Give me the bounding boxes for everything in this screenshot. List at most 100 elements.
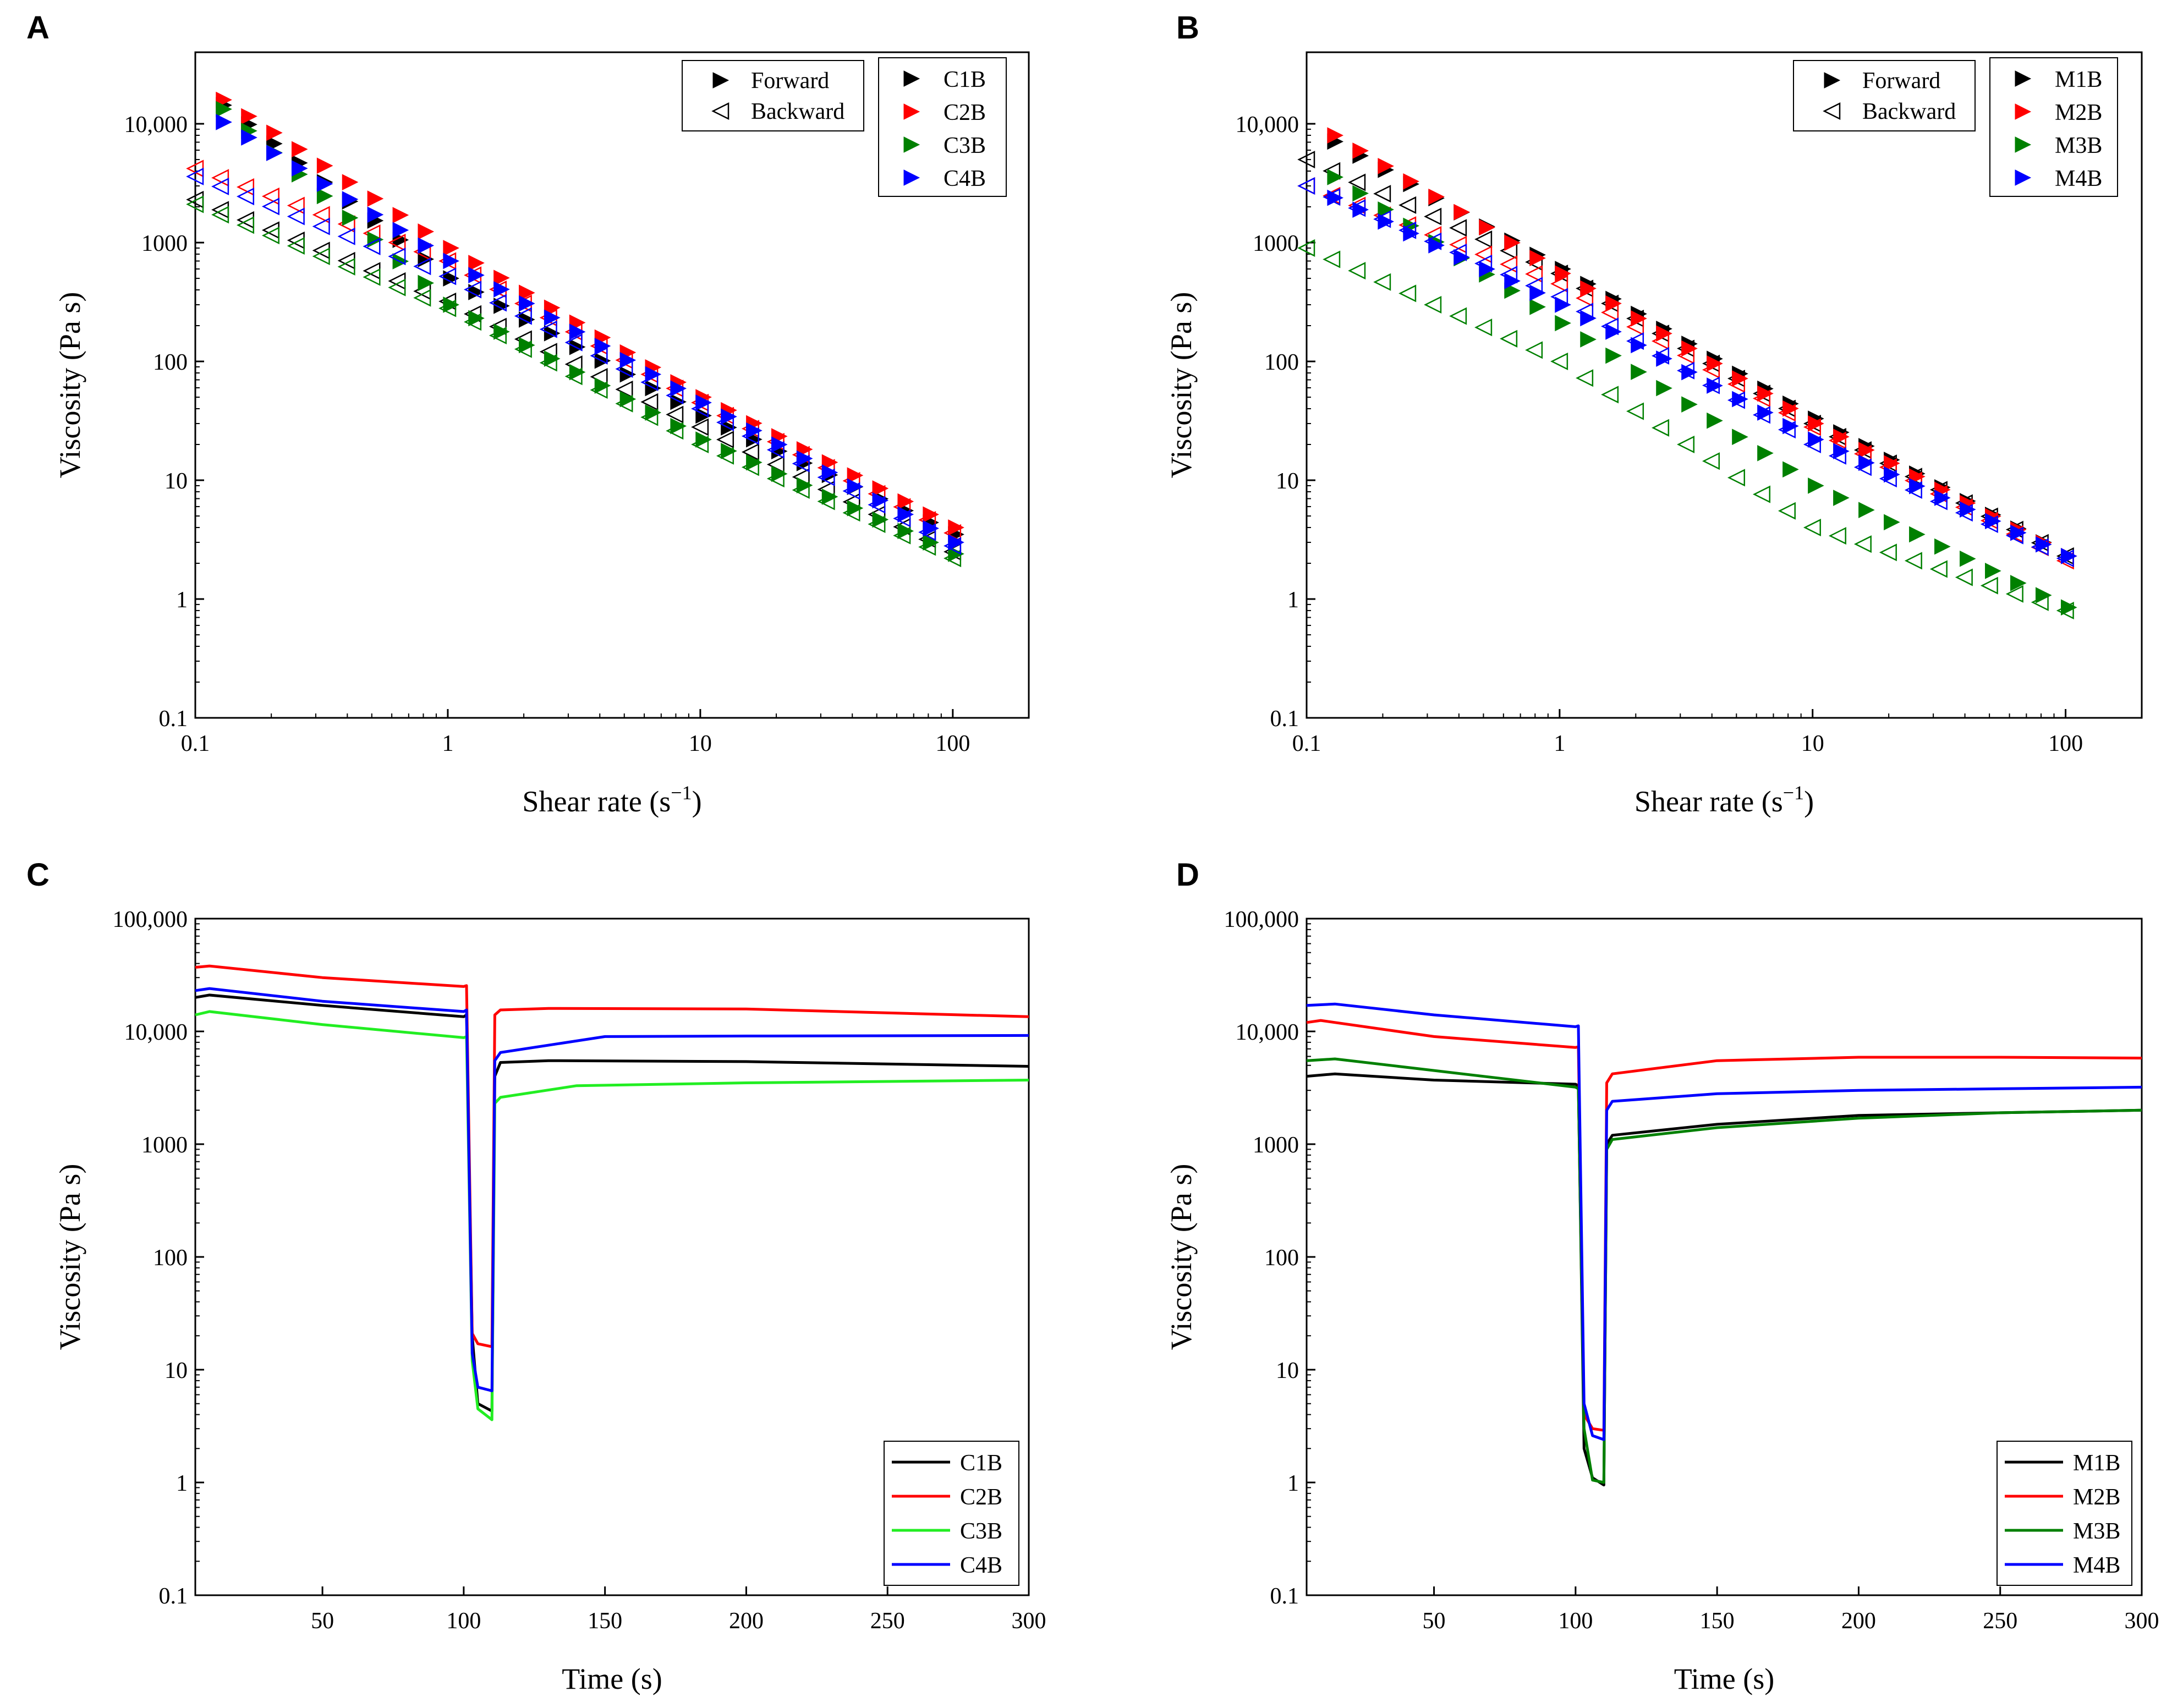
forward-marker	[1529, 284, 1546, 301]
y-tick-label: 10	[1276, 469, 1299, 494]
backward-marker	[1980, 515, 1998, 533]
forward-marker	[897, 523, 914, 540]
backward-marker	[287, 196, 305, 215]
backward-marker	[1601, 304, 1619, 322]
backward-marker	[1752, 406, 1770, 424]
forward-marker	[468, 284, 485, 300]
backward-marker	[741, 427, 759, 445]
x-tick-label: 300	[1012, 1608, 1046, 1634]
backward-marker	[1348, 173, 1366, 191]
forward-marker	[1352, 185, 1369, 202]
forward-marker	[316, 188, 333, 205]
forward-marker	[418, 274, 435, 292]
backward-marker	[337, 227, 355, 245]
legend-series-marker	[2015, 169, 2032, 186]
backward-marker	[464, 313, 482, 331]
x-tick-label: 100	[2048, 731, 2083, 756]
backward-marker	[539, 320, 557, 338]
forward-marker	[645, 404, 662, 421]
backward-marker	[1803, 435, 1821, 454]
legend-series-marker	[2015, 70, 2032, 87]
forward-marker	[443, 240, 459, 256]
x-tick-label: 10	[689, 731, 712, 756]
backward-marker	[1601, 317, 1619, 336]
backward-marker	[236, 211, 255, 229]
forward-marker	[847, 499, 864, 517]
forward-marker	[1428, 237, 1445, 254]
forward-marker	[847, 478, 864, 495]
forward-marker	[468, 310, 485, 327]
forward-marker	[1352, 142, 1369, 159]
backward-marker	[944, 550, 962, 568]
backward-marker	[1727, 391, 1746, 409]
forward-marker	[1934, 490, 1951, 506]
forward-marker	[1403, 225, 1419, 242]
forward-marker	[544, 325, 561, 342]
forward-marker	[619, 391, 637, 408]
legend-label: M4B	[2073, 1553, 2120, 1578]
backward-marker	[1373, 210, 1391, 228]
forward-marker	[468, 255, 485, 271]
y-axis-label: Viscosity (Pa s)	[1165, 1164, 1198, 1350]
series-C4B	[186, 114, 964, 555]
legend-series-label: M4B	[2055, 166, 2102, 191]
backward-marker	[1525, 277, 1543, 295]
x-axis-label: Shear rate (s−1)	[522, 782, 701, 818]
legend-series-marker	[903, 169, 920, 186]
backward-marker	[1803, 518, 1821, 536]
backward-marker	[388, 278, 406, 296]
backward-marker	[1778, 502, 1796, 520]
forward-marker	[367, 231, 384, 248]
y-axis-label: Viscosity (Pa s)	[53, 1164, 86, 1350]
forward-marker	[519, 311, 535, 328]
backward-marker	[564, 333, 583, 352]
x-tick-label: 0.1	[181, 731, 210, 756]
forward-marker	[2035, 536, 2052, 553]
backward-marker	[1500, 329, 1518, 348]
forward-marker	[316, 175, 333, 192]
backward-marker	[1676, 347, 1695, 365]
forward-marker	[1884, 455, 1900, 472]
backward-marker	[236, 188, 255, 206]
legend-series-marker	[903, 103, 920, 120]
backward-marker	[1373, 273, 1391, 291]
forward-marker	[468, 267, 485, 284]
legend-series-label: C1B	[944, 67, 986, 92]
backward-marker	[438, 299, 457, 317]
backward-marker	[1752, 389, 1770, 408]
forward-marker	[367, 206, 384, 223]
backward-marker	[1576, 289, 1594, 307]
backward-marker	[1828, 431, 1846, 449]
legend-series-label: C4B	[944, 166, 986, 191]
backward-marker	[766, 441, 785, 459]
forward-marker	[1681, 396, 1698, 413]
series-M4B	[1297, 177, 2077, 568]
y-axis-label: Viscosity (Pa s)	[53, 292, 86, 479]
backward-marker	[564, 367, 583, 386]
forward-marker	[316, 157, 333, 174]
forward-marker	[1909, 526, 1926, 543]
y-tick-label: 0.1	[1270, 706, 1299, 732]
forward-marker	[1960, 550, 1976, 567]
backward-marker	[1550, 274, 1568, 293]
panel-label: A	[26, 10, 50, 46]
backward-marker	[514, 340, 532, 358]
backward-marker	[944, 537, 962, 555]
backward-marker	[388, 233, 406, 251]
forward-marker	[1681, 364, 1698, 381]
backward-marker	[363, 237, 381, 255]
backward-marker	[1955, 568, 1973, 586]
forward-marker	[519, 295, 535, 312]
forward-marker	[1782, 400, 1799, 417]
legend-forward-marker	[1824, 72, 1841, 89]
legend-backward-label: Backward	[751, 99, 844, 124]
forward-marker	[2010, 524, 2027, 541]
backward-marker	[489, 294, 507, 312]
backward-marker	[413, 257, 431, 276]
backward-marker	[640, 373, 659, 391]
series-line-M1B	[1306, 1072, 2142, 1487]
series-line-C4B	[195, 987, 1029, 1392]
backward-marker	[1500, 266, 1518, 284]
forward-marker	[569, 323, 586, 340]
backward-marker	[1348, 262, 1366, 280]
